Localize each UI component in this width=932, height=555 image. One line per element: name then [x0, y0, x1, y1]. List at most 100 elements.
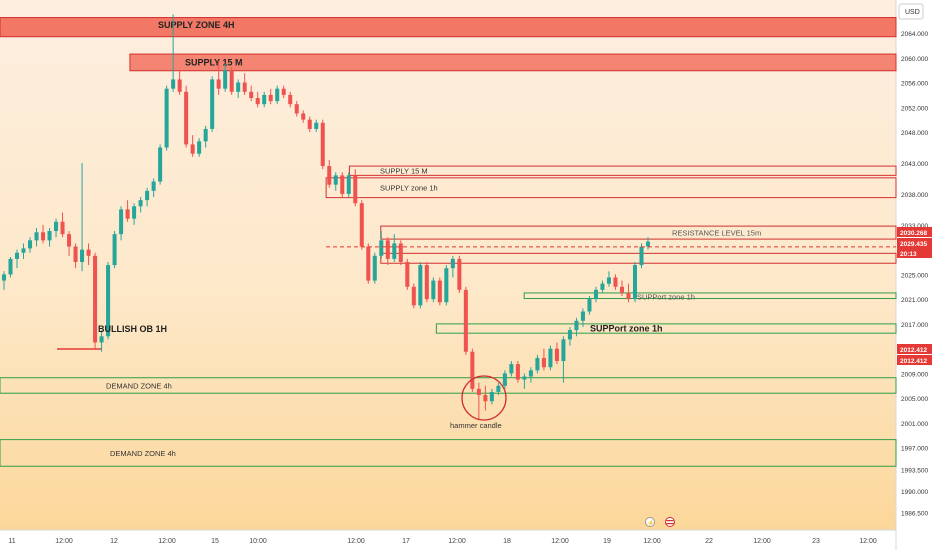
x-tick-label: 19 [603, 538, 611, 545]
y-tick-label: 2048.000 [901, 130, 928, 137]
candle-body [14, 252, 20, 259]
lightning-icon [645, 517, 655, 527]
y-tick-label: 2064.000 [901, 31, 928, 38]
candle-body [457, 258, 462, 290]
candle-body [138, 200, 143, 207]
candle-body [639, 246, 644, 266]
y-tick-label: 2025.000 [901, 272, 928, 279]
x-tick-label: 12:00 [859, 538, 877, 545]
candle-body [574, 320, 579, 331]
candle-body [21, 248, 26, 253]
time-axis-background [0, 530, 896, 550]
candle-body [346, 175, 351, 194]
zone-3 [348, 165, 897, 176]
candle-body [255, 97, 260, 105]
candle-body [385, 240, 390, 259]
candle-body [164, 88, 169, 148]
candle-body [151, 181, 156, 191]
price-label-text: 2012.412 [900, 347, 927, 354]
candle-body [242, 82, 247, 92]
candle-body [236, 82, 241, 92]
candle-body [99, 336, 104, 343]
y-tick-label: 2009.000 [901, 371, 928, 378]
candle-body [606, 277, 611, 284]
candle-body [145, 190, 150, 201]
currency-box [898, 3, 924, 20]
x-tick-label: 12:00 [643, 538, 661, 545]
candle-body [483, 395, 488, 402]
candle-body [613, 277, 618, 287]
candle-body [372, 255, 377, 281]
x-tick-label: 12:00 [448, 538, 466, 545]
zone-4 [325, 177, 897, 199]
candle-body [561, 339, 566, 362]
candle-body [541, 357, 546, 368]
candle-body [431, 280, 436, 300]
candle-body [645, 241, 651, 247]
candle-body [496, 385, 501, 392]
flag-icon [665, 517, 675, 527]
y-tick-label: 1993.500 [901, 467, 928, 474]
candle-body [411, 286, 416, 306]
zone-label-2: SUPPLY 15 M [185, 57, 243, 67]
candle-body [340, 175, 345, 194]
zone-label-3: SUPPLY 15 M [380, 167, 428, 176]
candle-body [509, 364, 514, 374]
y-tick-label: 2056.000 [901, 81, 928, 88]
candle-body [567, 330, 572, 340]
price-label-box [897, 344, 932, 354]
price-label-box [897, 355, 932, 365]
candle-body [34, 232, 39, 241]
candle-body [548, 348, 553, 368]
flag-stripe [666, 523, 674, 525]
candle-body [463, 289, 468, 352]
zone-2 [129, 53, 897, 72]
candle-body [210, 79, 215, 129]
zone-label-1: SUPPLY ZONE 4H [158, 20, 235, 30]
candle-body [112, 234, 117, 266]
candle-body [476, 388, 481, 396]
candle-body [158, 147, 163, 182]
candle-body [587, 299, 592, 312]
zone-label-9: DEMAND ZONE 4h [106, 381, 172, 390]
candle-body [353, 175, 358, 204]
candle-body [366, 246, 371, 281]
candle-body [177, 79, 182, 92]
candle-body [54, 221, 59, 232]
candle-body [184, 91, 189, 145]
candle-body [632, 265, 638, 300]
y-tick-label: 2038.000 [901, 192, 928, 199]
candle-body [28, 240, 33, 249]
candle-body [47, 231, 52, 241]
candle-body [444, 268, 449, 303]
candle-body [216, 79, 221, 89]
x-tick-label: 17 [402, 538, 410, 545]
x-tick-label: 12:00 [55, 538, 73, 545]
currency-label: USD [905, 9, 920, 16]
candle-body [268, 94, 273, 102]
zone-1 [0, 17, 897, 38]
candle-body [249, 91, 254, 98]
candle-body [307, 119, 312, 129]
candle-body [418, 265, 423, 306]
candle-body [119, 209, 124, 235]
y-tick-label: 2033.000 [901, 223, 928, 230]
candle-body [398, 243, 403, 262]
zone-label-4: SUPPLY zone 1h [380, 184, 438, 193]
candle-body [229, 70, 234, 92]
x-tick-label: 12:00 [753, 538, 771, 545]
lightning-glyph: ⚡ [647, 519, 654, 527]
x-tick-label: 15 [211, 538, 219, 545]
price-label-text: 2029.435 [900, 241, 927, 248]
candle-body [294, 104, 299, 114]
candle-body [320, 122, 325, 167]
candle-body [132, 206, 137, 219]
price-label-box [897, 238, 932, 248]
flag-stripe [666, 520, 674, 522]
y-tick-label: 2021.000 [901, 297, 928, 304]
y-tick-label: 2001.000 [901, 421, 928, 428]
candle-body [67, 234, 72, 247]
candle-body [223, 70, 228, 89]
x-tick-label: 12:00 [347, 538, 365, 545]
x-tick-label: 12:00 [551, 538, 569, 545]
